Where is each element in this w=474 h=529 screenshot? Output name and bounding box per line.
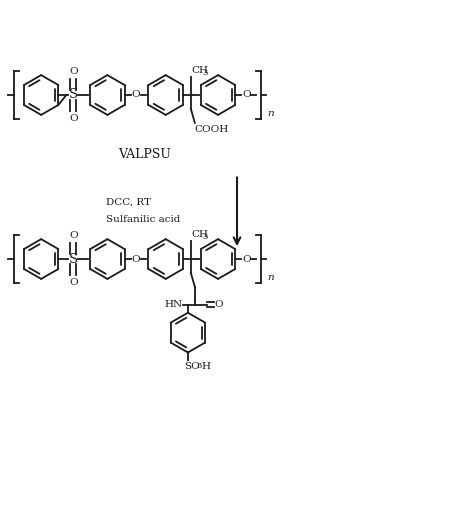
Text: O: O	[69, 67, 78, 76]
Text: S: S	[69, 252, 78, 266]
Text: n: n	[267, 109, 273, 118]
Text: n: n	[267, 273, 273, 282]
Text: DCC, RT: DCC, RT	[106, 197, 151, 206]
Text: 3: 3	[203, 69, 208, 77]
Text: O: O	[242, 254, 250, 263]
Text: O: O	[69, 114, 78, 123]
Text: HN: HN	[165, 300, 183, 309]
Text: Sulfanilic acid: Sulfanilic acid	[106, 215, 180, 224]
Text: O: O	[131, 90, 140, 99]
Text: S: S	[69, 88, 78, 102]
Text: 3: 3	[203, 233, 208, 241]
Text: H: H	[202, 362, 211, 371]
Text: CH: CH	[192, 66, 209, 75]
Text: COOH: COOH	[195, 125, 229, 134]
Text: O: O	[69, 278, 78, 287]
Text: O: O	[242, 90, 250, 99]
Text: CH: CH	[192, 230, 209, 239]
Text: SO: SO	[184, 362, 200, 371]
Text: 3: 3	[197, 362, 202, 370]
Text: O: O	[131, 254, 140, 263]
Text: VALPSU: VALPSU	[118, 148, 171, 161]
Text: O: O	[69, 231, 78, 240]
Text: O: O	[215, 300, 223, 309]
